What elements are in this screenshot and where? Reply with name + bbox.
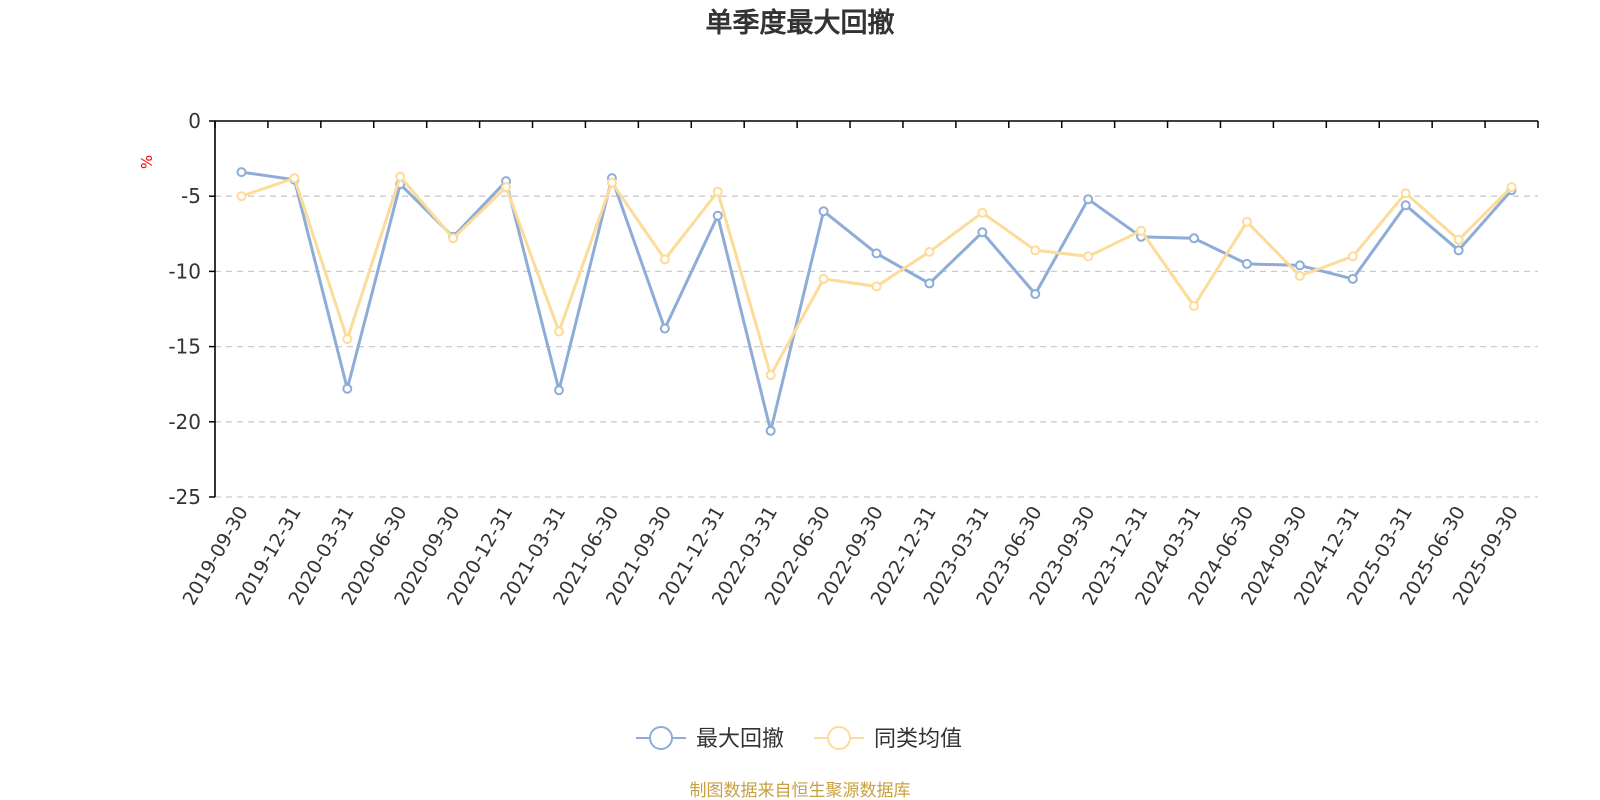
series-2-point (659, 254, 670, 265)
series-1-point (553, 385, 564, 396)
series-1-point (1453, 245, 1464, 256)
y-axis-unit: % (138, 155, 156, 169)
series-2-point (236, 191, 247, 202)
series-line-1 (241, 170, 1513, 433)
y-tick-label: -10 (168, 259, 201, 283)
series-2-point (395, 171, 406, 182)
y-tick-label: -25 (168, 485, 201, 509)
x-tick-labels: 2019-09-302019-12-312020-03-312020-06-30… (179, 502, 1523, 609)
legend-marker-2 (827, 726, 851, 750)
series-1-point (1347, 273, 1358, 284)
series-2-point (1030, 245, 1041, 256)
series-1-point (1294, 260, 1305, 271)
chart-title: 单季度最大回撤 (706, 7, 895, 39)
legend: 最大回撤 同类均值 (636, 726, 962, 752)
series-1-point (659, 323, 670, 334)
series-1-point (712, 210, 723, 221)
y-tick-label: -15 (168, 335, 201, 359)
legend-marker-1 (649, 726, 673, 750)
series-2-point (1400, 188, 1411, 199)
series-2-point (501, 182, 512, 193)
series-2-point (977, 207, 988, 218)
series-2-point (818, 273, 829, 284)
series-1-point (1030, 288, 1041, 299)
legend-label-2: 同类均值 (874, 727, 962, 752)
series-1-point (765, 425, 776, 436)
series-2-point (1189, 300, 1200, 311)
series-1-point (924, 278, 935, 289)
series-2-point (342, 334, 353, 345)
series-2-point (1506, 182, 1517, 193)
series-1-point (1083, 194, 1094, 205)
series-1-point (236, 167, 247, 178)
series-2-point (1083, 251, 1094, 262)
series-2-point (1136, 225, 1147, 236)
series-2-point (448, 233, 459, 244)
y-tick-label: -5 (181, 184, 201, 208)
source-note: 制图数据来自恒生聚源数据库 (690, 781, 911, 800)
series-1-point (871, 248, 882, 259)
series-1-point (818, 206, 829, 217)
series-1-point (1241, 258, 1252, 269)
series-2-point (1347, 251, 1358, 262)
series-2-point (1294, 270, 1305, 281)
series-group (236, 167, 1517, 436)
axes (209, 120, 1539, 498)
series-2-point (924, 246, 935, 257)
series-2-point (606, 177, 617, 188)
series-2-point (765, 370, 776, 381)
y-tick-label: 0 (188, 109, 201, 133)
series-2-point (289, 173, 300, 184)
grid-lines (215, 195, 1538, 498)
legend-label-1: 最大回撤 (696, 727, 784, 752)
series-2-point (871, 281, 882, 292)
series-1-point (1189, 233, 1200, 244)
series-2-point (553, 326, 564, 337)
series-2-point (1241, 216, 1252, 227)
series-1-point (342, 383, 353, 394)
series-line-2 (241, 175, 1513, 377)
y-tick-labels: 0 -5 -10 -15 -20 -25 (168, 109, 201, 509)
series-1-point (1400, 200, 1411, 211)
series-2-point (712, 186, 723, 197)
series-2-point (1453, 234, 1464, 245)
series-1-point (977, 227, 988, 238)
y-tick-label: -20 (168, 410, 201, 434)
